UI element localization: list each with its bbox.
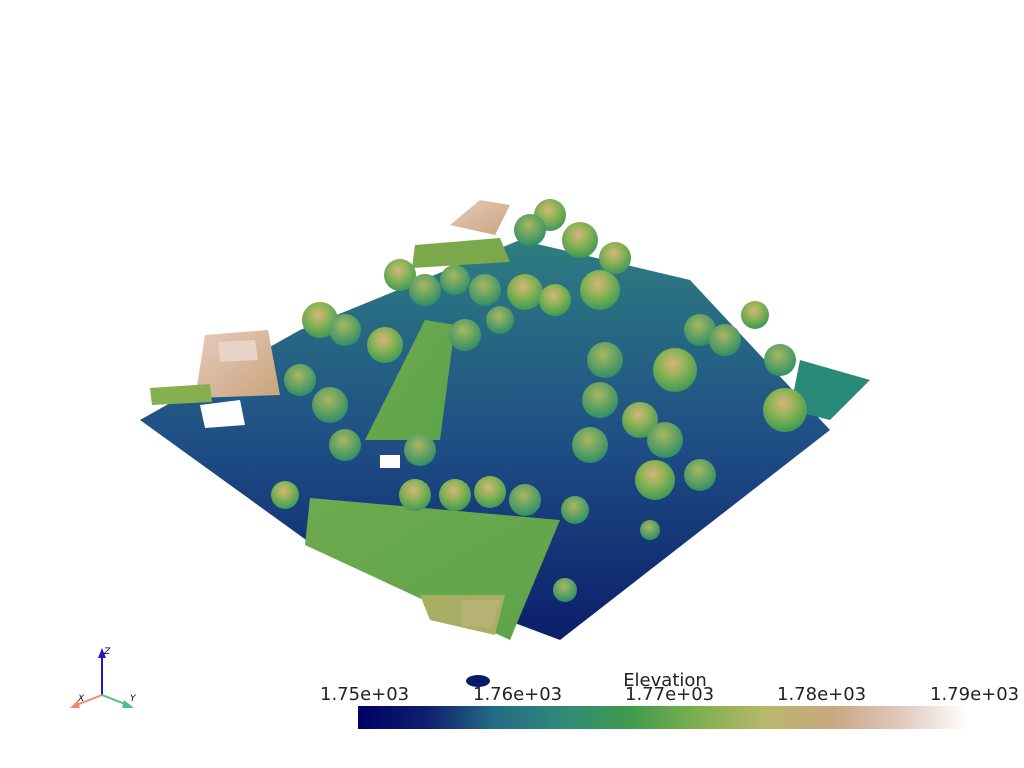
- y-axis-label: Y: [130, 694, 137, 704]
- x-axis-arrow: [70, 700, 80, 708]
- scalar-bar: Elevation 1.75e+03 1.76e+03 1.77e+03 1.7…: [300, 662, 1020, 742]
- scalar-bar-title: Elevation: [623, 670, 707, 691]
- tree-canopy-group: [271, 199, 807, 602]
- terrain-gaps: [200, 400, 400, 468]
- orientation-axes-widget: Z X Y: [70, 647, 137, 708]
- stray-point-blob: [466, 675, 490, 687]
- scalar-bar-tick-1: 1.76e+03: [473, 684, 563, 705]
- building-roof-top: [412, 200, 510, 268]
- building-central: [365, 320, 455, 440]
- building-large-bottom: [305, 498, 560, 640]
- scalar-bar-tick-4: 1.79e+03: [930, 684, 1020, 705]
- z-axis-arrow: [98, 648, 106, 658]
- y-axis-arrow: [122, 700, 134, 708]
- scalar-bar-tick-2: 1.77e+03: [625, 684, 715, 705]
- scalar-bar-tick-3: 1.78e+03: [777, 684, 867, 705]
- building-roof-left: [150, 330, 280, 405]
- z-axis-label: Z: [103, 647, 111, 657]
- scalar-bar-tick-0: 1.75e+03: [320, 684, 410, 705]
- scalar-bar-colormap: [358, 706, 968, 729]
- x-axis-label: X: [77, 694, 85, 704]
